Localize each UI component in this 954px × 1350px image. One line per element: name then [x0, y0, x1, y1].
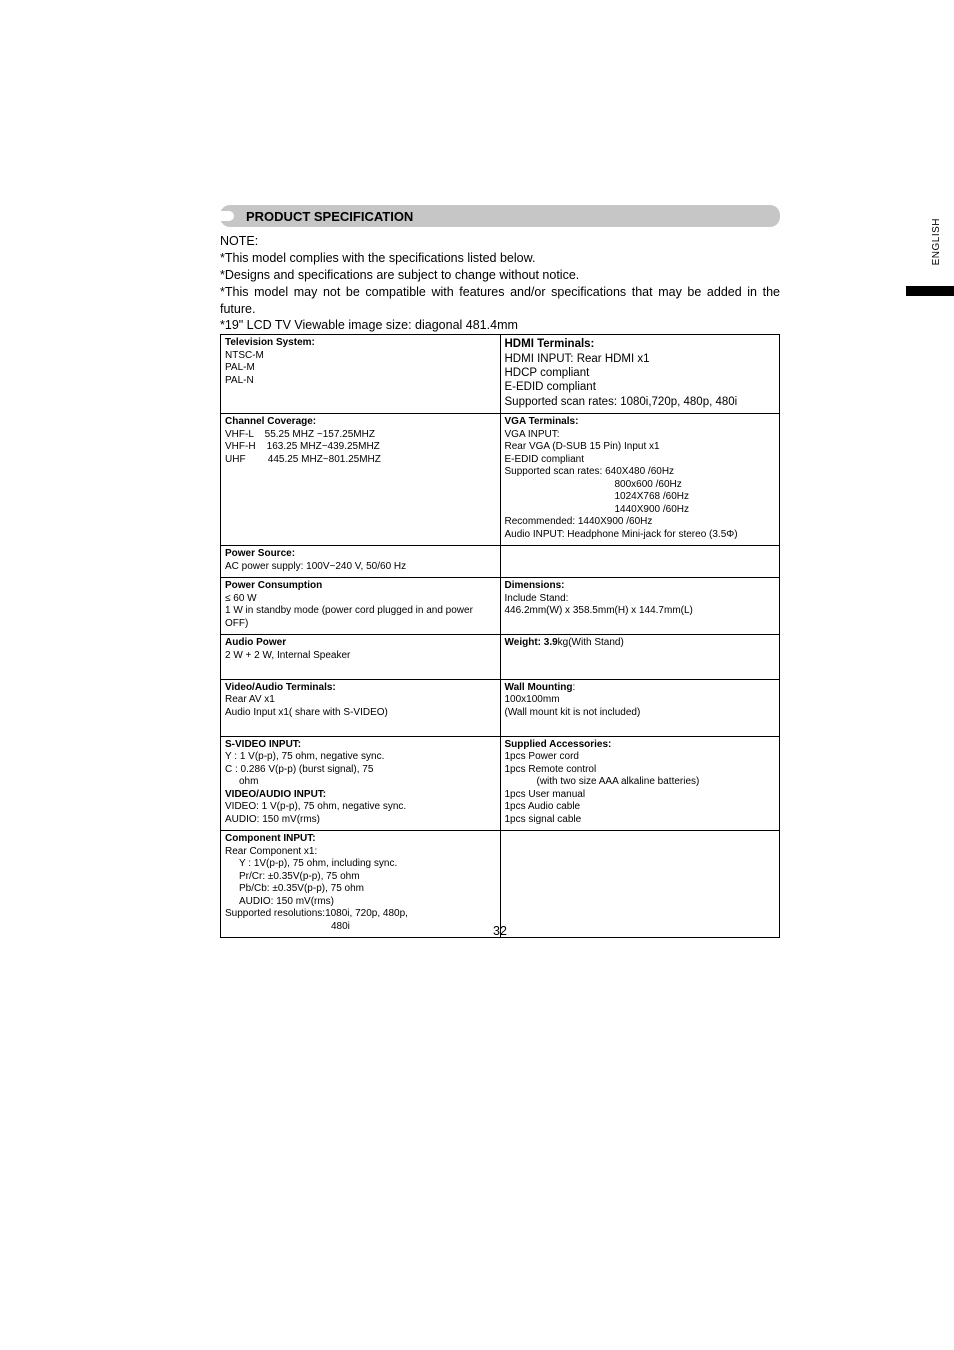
acc-l5: 1pcs signal cable — [505, 814, 582, 825]
audio-power-body: 2 W + 2 W, Internal Speaker — [225, 650, 350, 661]
cell-vga: VGA Terminals: VGA INPUT: Rear VGA (D-SU… — [500, 414, 780, 546]
dim-title: Dimensions: — [505, 580, 565, 591]
cell-wall-mount: Wall Mounting: 100x100mm (Wall mount kit… — [500, 679, 780, 736]
note-label: NOTE: — [220, 233, 780, 250]
section-title: PRODUCT SPECIFICATION — [246, 209, 413, 224]
hdmi-title: HDMI Terminals: — [505, 338, 595, 350]
cell-hdmi: HDMI Terminals: HDMI INPUT: Rear HDMI x1… — [500, 335, 780, 414]
power-source-title: Power Source: — [225, 548, 295, 559]
comp-l4: Pb/Cb: ±0.35V(p-p), 75 ohm — [225, 883, 496, 896]
acc-l3: 1pcs User manual — [505, 789, 586, 800]
wall-body: 100x100mm (Wall mount kit is not include… — [505, 694, 641, 718]
vga-l2: Rear VGA (D-SUB 15 Pin) Input x1 — [505, 441, 660, 452]
power-cons-title: Power Consumption — [225, 580, 322, 591]
note-block: NOTE: *This model complies with the spec… — [220, 233, 780, 334]
spec-table: Television System: NTSC-M PAL-M PAL-N HD… — [220, 334, 780, 938]
svideo-l1: Y : 1 V(p-p), 75 ohm, negative sync. — [225, 751, 384, 762]
acc-l1: 1pcs Power cord — [505, 751, 579, 762]
tv-system-body: NTSC-M PAL-M PAL-N — [225, 350, 264, 386]
cell-power-consumption: Power Consumption ≤ 60 W 1 W in standby … — [221, 578, 501, 635]
acc-title: Supplied Accessories: — [505, 739, 612, 750]
cell-svideo: S-VIDEO INPUT: Y : 1 V(p-p), 75 ohm, neg… — [221, 736, 501, 831]
table-row: Video/Audio Terminals: Rear AV x1 Audio … — [221, 679, 780, 736]
channel-title: Channel Coverage: — [225, 416, 316, 427]
vga-l3: E-EDID compliant — [505, 454, 584, 465]
channel-l3: UHF 445.25 MHZ~801.25MHZ — [225, 454, 381, 465]
weight-title: Weight: 3.9 — [505, 637, 558, 648]
vga-l9: Audio INPUT: Headphone Mini-jack for ste… — [505, 529, 738, 540]
hdmi-body: HDMI INPUT: Rear HDMI x1 HDCP compliant … — [505, 353, 738, 408]
svideo-l2a: C : 0.286 V(p-p) (burst signal), 75 — [225, 764, 373, 775]
wall-title: Wall Mounting — [505, 682, 573, 693]
cell-accessories: Supplied Accessories: 1pcs Power cord 1p… — [500, 736, 780, 831]
note-line-1: *This model complies with the specificat… — [220, 250, 780, 267]
note-line-4: *19" LCD TV Viewable image size: diagona… — [220, 317, 780, 334]
comp-title: Component INPUT: — [225, 833, 316, 844]
right-edge-marker — [906, 286, 954, 296]
vga-l4: Supported scan rates: 640X480 /60Hz — [505, 466, 675, 477]
audio-power-title: Audio Power — [225, 637, 286, 648]
comp-l3: Pr/Cr: ±0.35V(p-p), 75 ohm — [225, 871, 496, 884]
section-header: PRODUCT SPECIFICATION — [220, 205, 780, 227]
cell-channel: Channel Coverage: VHF-L 55.25 MHZ ~157.2… — [221, 414, 501, 546]
vga-l7: 1440X900 /60Hz — [505, 504, 776, 517]
va-l4: AUDIO: 150 mV(rms) — [225, 814, 320, 825]
vga-l6: 1024X768 /60Hz — [505, 491, 776, 504]
tv-system-title: Television System: — [225, 337, 315, 348]
vga-l5: 800x600 /60Hz — [505, 479, 776, 492]
page-content: PRODUCT SPECIFICATION NOTE: *This model … — [220, 205, 780, 938]
va-input-title: VIDEO/AUDIO INPUT: — [225, 789, 326, 800]
va-l3: VIDEO: 1 V(p-p), 75 ohm, negative sync. — [225, 801, 406, 812]
comp-l2: Y : 1V(p-p), 75 ohm, including sync. — [225, 858, 496, 871]
cell-va-terminals: Video/Audio Terminals: Rear AV x1 Audio … — [221, 679, 501, 736]
channel-l1: VHF-L 55.25 MHZ ~157.25MHZ — [225, 429, 375, 440]
page-number: 32 — [220, 904, 780, 938]
table-row: Audio Power 2 W + 2 W, Internal Speaker … — [221, 635, 780, 680]
side-language-label: ENGLISH — [931, 218, 942, 265]
channel-l2: VHF-H 163.25 MHZ~439.25MHZ — [225, 441, 380, 452]
header-notch — [220, 211, 234, 221]
acc-l4: 1pcs Audio cable — [505, 801, 581, 812]
va-term-body: Rear AV x1 Audio Input x1( share with S-… — [225, 694, 388, 718]
vga-l8: Recommended: 1440X900 /60Hz — [505, 516, 653, 527]
table-row: Power Source: AC power supply: 100V~240 … — [221, 546, 780, 578]
weight-tail: kg(With Stand) — [558, 637, 624, 648]
side-language-tab: ENGLISH — [931, 218, 942, 271]
dim-body: Include Stand: 446.2mm(W) x 358.5mm(H) x… — [505, 593, 693, 617]
power-source-body: AC power supply: 100V~240 V, 50/60 Hz — [225, 561, 406, 572]
vga-title: VGA Terminals: — [505, 416, 579, 427]
note-line-2: *Designs and specifications are subject … — [220, 267, 780, 284]
table-row: Power Consumption ≤ 60 W 1 W in standby … — [221, 578, 780, 635]
cell-power-source: Power Source: AC power supply: 100V~240 … — [221, 546, 501, 578]
acc-l2: 1pcs Remote control — [505, 764, 597, 775]
table-row: Channel Coverage: VHF-L 55.25 MHZ ~157.2… — [221, 414, 780, 546]
cell-tv-system: Television System: NTSC-M PAL-M PAL-N — [221, 335, 501, 414]
note-line-3: *This model may not be compatible with f… — [220, 284, 780, 318]
cell-weight: Weight: 3.9kg(With Stand) — [500, 635, 780, 680]
acc-l2b: (with two size AAA alkaline batteries) — [505, 776, 776, 789]
svideo-title: S-VIDEO INPUT: — [225, 739, 301, 750]
va-term-title: Video/Audio Terminals: — [225, 682, 336, 693]
cell-audio-power: Audio Power 2 W + 2 W, Internal Speaker — [221, 635, 501, 680]
cell-dimensions: Dimensions: Include Stand: 446.2mm(W) x … — [500, 578, 780, 635]
power-cons-body: ≤ 60 W 1 W in standby mode (power cord p… — [225, 593, 473, 629]
cell-empty-1 — [500, 546, 780, 578]
table-row: S-VIDEO INPUT: Y : 1 V(p-p), 75 ohm, neg… — [221, 736, 780, 831]
comp-l1: Rear Component x1: — [225, 846, 317, 857]
table-row: Television System: NTSC-M PAL-M PAL-N HD… — [221, 335, 780, 414]
vga-l1: VGA INPUT: — [505, 429, 560, 440]
svideo-l2b: ohm — [225, 776, 496, 789]
